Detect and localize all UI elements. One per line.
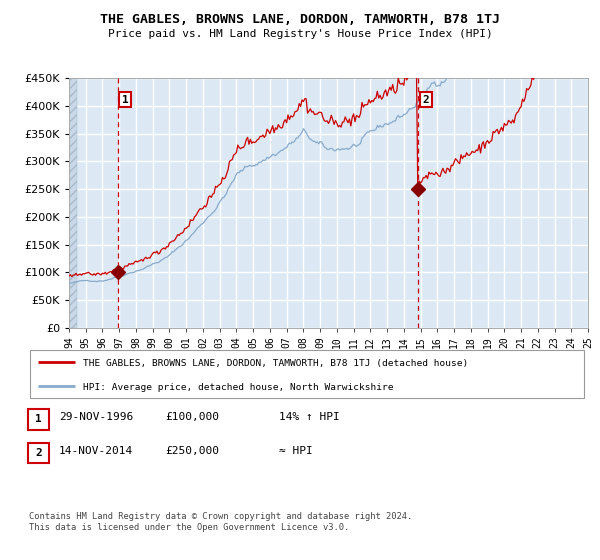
Text: £250,000: £250,000 xyxy=(165,446,219,456)
Text: 1: 1 xyxy=(35,414,42,424)
FancyBboxPatch shape xyxy=(30,350,584,398)
Text: 14% ↑ HPI: 14% ↑ HPI xyxy=(279,412,340,422)
Text: Contains HM Land Registry data © Crown copyright and database right 2024.
This d: Contains HM Land Registry data © Crown c… xyxy=(29,512,412,532)
Text: THE GABLES, BROWNS LANE, DORDON, TAMWORTH, B78 1TJ: THE GABLES, BROWNS LANE, DORDON, TAMWORT… xyxy=(100,13,500,26)
Text: 1: 1 xyxy=(122,95,128,105)
Text: 29-NOV-1996: 29-NOV-1996 xyxy=(59,412,133,422)
Text: 14-NOV-2014: 14-NOV-2014 xyxy=(59,446,133,456)
Text: £100,000: £100,000 xyxy=(165,412,219,422)
Text: HPI: Average price, detached house, North Warwickshire: HPI: Average price, detached house, Nort… xyxy=(83,383,394,392)
Text: 2: 2 xyxy=(35,448,42,458)
Text: Price paid vs. HM Land Registry's House Price Index (HPI): Price paid vs. HM Land Registry's House … xyxy=(107,29,493,39)
Text: ≈ HPI: ≈ HPI xyxy=(279,446,313,456)
Text: 2: 2 xyxy=(422,95,430,105)
Text: THE GABLES, BROWNS LANE, DORDON, TAMWORTH, B78 1TJ (detached house): THE GABLES, BROWNS LANE, DORDON, TAMWORT… xyxy=(83,358,469,368)
